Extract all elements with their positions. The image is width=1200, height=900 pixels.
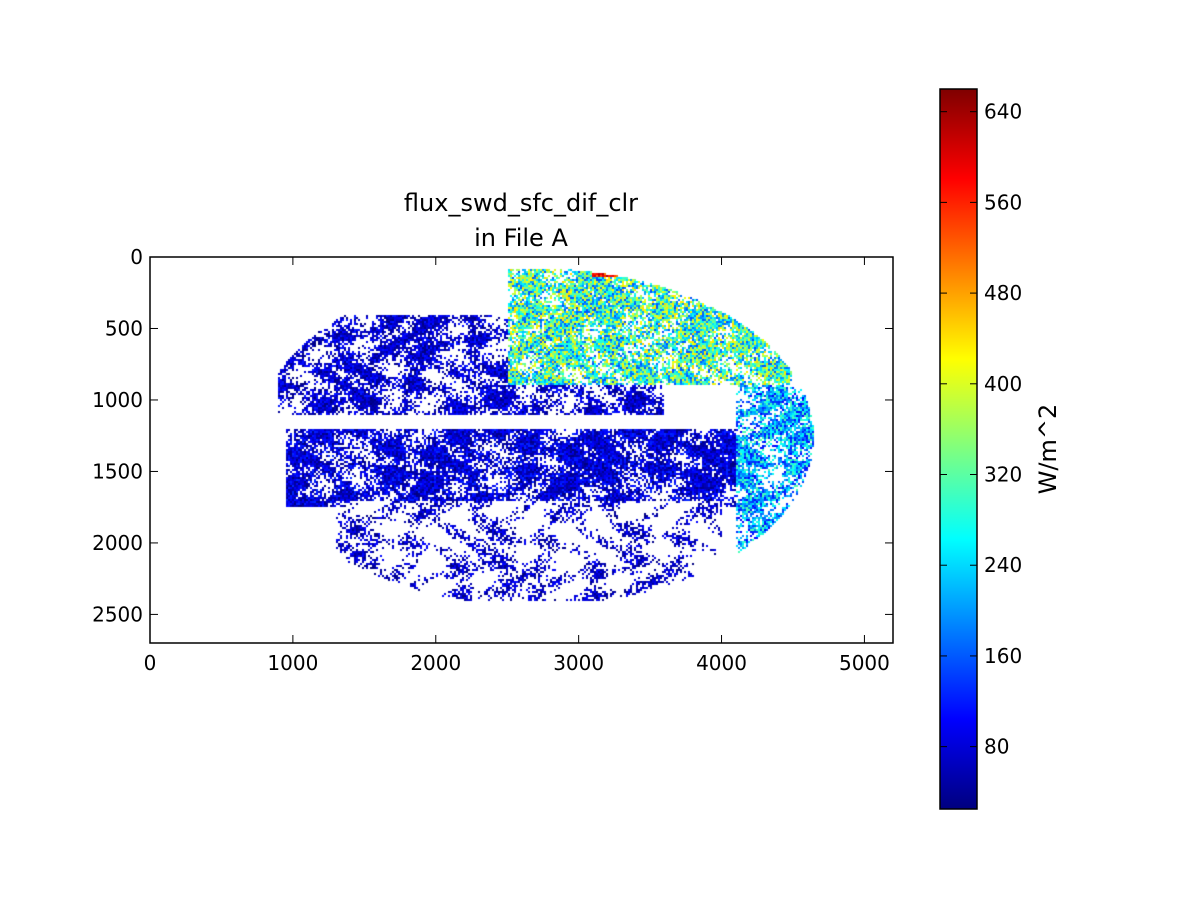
colorbar-frame [939,88,978,810]
colorbar-tick-label: 240 [984,553,1022,577]
plot-area [149,256,894,644]
x-tick-label: 4000 [696,651,747,675]
y-tick-label: 2000 [92,531,143,555]
colorbar-gradient [940,89,977,809]
y-tick-label: 500 [105,316,143,340]
x-tick-label: 3000 [553,651,604,675]
x-tick-label: 2000 [410,651,461,675]
colorbar-tick-label: 80 [984,735,1009,759]
x-axis: 0 1000 2000 3000 4000 5000 [144,257,890,675]
colorbar-tick-label: 320 [984,463,1022,487]
x-tick-label: 0 [144,651,157,675]
x-tick-label: 5000 [839,651,890,675]
colorbar-ticks: 80 160 240 320 400 480 560 640 [940,100,1022,759]
colorbar-tick-label: 160 [984,644,1022,668]
heatmap-image [150,257,893,643]
colorbar-tick-label: 480 [984,281,1022,305]
plot-frame [149,256,894,644]
colorbar-label: W/m^2 [1034,404,1062,495]
colorbar-tick-label: 400 [984,372,1022,396]
y-axis: 0 500 1000 1500 2000 2500 [92,245,893,626]
y-tick-label: 2500 [92,602,143,626]
heatmap-raster [150,257,893,643]
colorbar: 80 160 240 320 400 480 560 640 W/m^2 [939,88,1062,810]
colorbar-tick-label: 560 [984,190,1022,214]
chart-title-line1: flux_swd_sfc_dif_clr [404,189,638,217]
y-tick-label: 1000 [92,388,143,412]
y-tick-label: 1500 [92,459,143,483]
y-tick-label: 0 [130,245,143,269]
chart-title-line2: in File A [474,224,568,252]
x-tick-label: 1000 [267,651,318,675]
colorbar-tick-label: 640 [984,100,1022,124]
